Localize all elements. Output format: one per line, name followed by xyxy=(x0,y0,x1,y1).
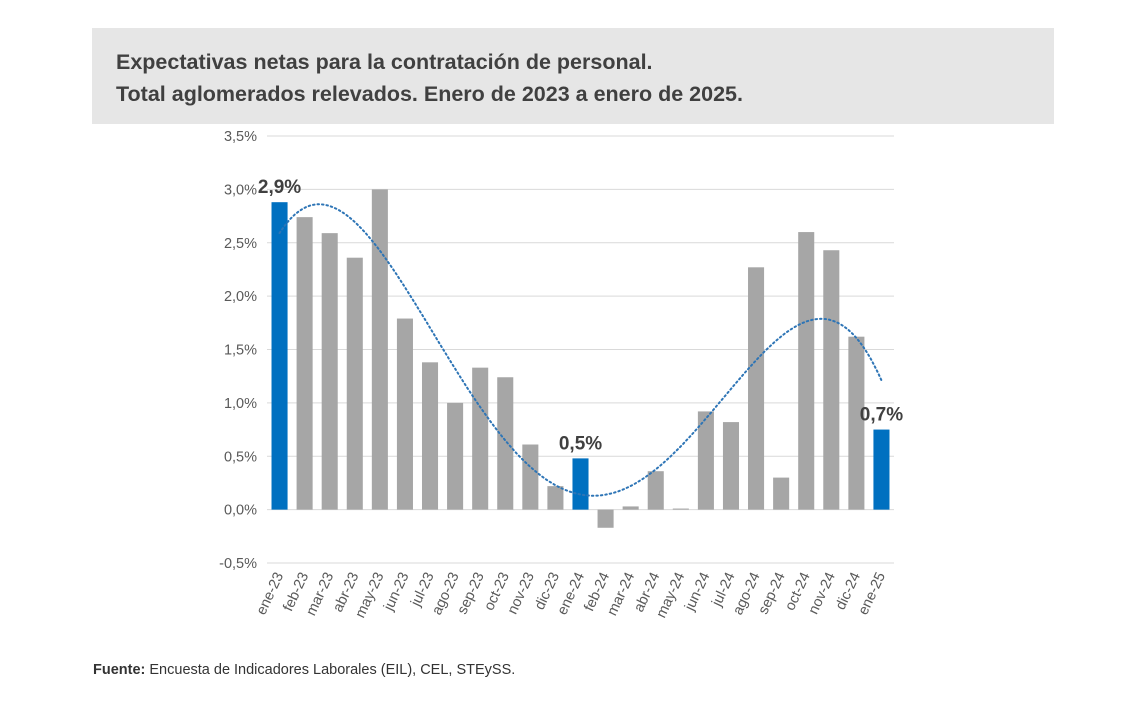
bar xyxy=(748,267,765,510)
bar xyxy=(522,444,539,510)
bar xyxy=(823,250,840,510)
chart-title-line-2: Total aglomerados relevados. Enero de 20… xyxy=(116,82,743,106)
y-tick-label: 1,5% xyxy=(224,343,257,359)
data-label: 0,7% xyxy=(860,405,903,426)
bar xyxy=(672,508,689,510)
source-note: Fuente: Encuesta de Indicadores Laborale… xyxy=(93,662,515,678)
bar xyxy=(798,232,815,510)
bar xyxy=(597,509,614,528)
trendline xyxy=(278,203,883,497)
bar xyxy=(371,189,388,510)
bar xyxy=(647,471,664,510)
bar xyxy=(472,367,489,510)
chart-area: 3,5% 3,0% 2,5% 2,0% 1,5% 1,0% 0,5% 0,0% -0,5% ene… xyxy=(0,124,1141,654)
bar xyxy=(697,411,714,510)
bar xyxy=(572,458,589,510)
bar xyxy=(396,318,413,510)
source-label: Fuente: xyxy=(93,662,146,678)
bar xyxy=(447,402,464,510)
y-tick-label: 0,5% xyxy=(224,449,257,465)
bar xyxy=(497,377,514,510)
y-tick-label: -0,5% xyxy=(219,556,257,572)
bar xyxy=(346,257,363,510)
y-tick-label: 3,5% xyxy=(224,129,257,145)
bar xyxy=(622,506,639,510)
y-tick-label: 2,0% xyxy=(224,289,257,305)
y-tick-label: 0,0% xyxy=(224,503,257,519)
bar xyxy=(296,217,313,510)
chart-title-line-1: Expectativas netas para la contratación … xyxy=(116,50,653,74)
y-tick-label: 1,0% xyxy=(224,396,257,412)
chart-title-box: Expectativas netas para la contratación … xyxy=(92,28,1054,124)
y-tick-label: 2,5% xyxy=(224,236,257,252)
x-tick-label: ene-23 xyxy=(254,570,288,618)
y-tick-label: 3,0% xyxy=(224,182,257,198)
source-text: Encuesta de Indicadores Laborales (EIL),… xyxy=(145,662,516,678)
data-label: 0,5% xyxy=(559,433,602,454)
bar xyxy=(873,429,890,510)
bar-chart: 3,5% 3,0% 2,5% 2,0% 1,5% 1,0% 0,5% 0,0% -0,5%ene… xyxy=(219,129,903,621)
bar xyxy=(271,202,288,510)
bar xyxy=(321,233,338,510)
data-label: 2,9% xyxy=(258,177,301,198)
bar xyxy=(773,477,790,510)
bar xyxy=(421,362,439,510)
bar xyxy=(848,336,865,510)
bar xyxy=(722,422,740,510)
bar xyxy=(547,486,564,510)
